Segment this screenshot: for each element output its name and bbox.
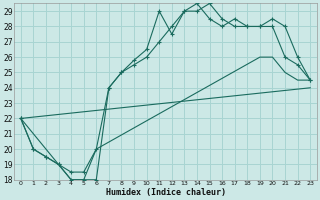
X-axis label: Humidex (Indice chaleur): Humidex (Indice chaleur) <box>106 188 226 197</box>
